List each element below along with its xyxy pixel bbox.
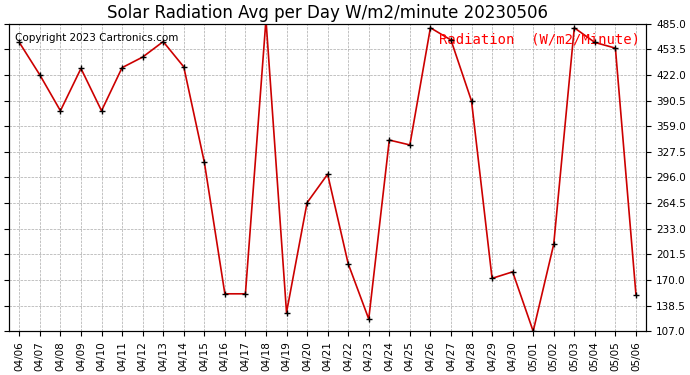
- Text: Copyright 2023 Cartronics.com: Copyright 2023 Cartronics.com: [15, 33, 179, 43]
- Text: Radiation  (W/m2/Minute): Radiation (W/m2/Minute): [439, 33, 640, 47]
- Title: Solar Radiation Avg per Day W/m2/minute 20230506: Solar Radiation Avg per Day W/m2/minute …: [107, 4, 548, 22]
